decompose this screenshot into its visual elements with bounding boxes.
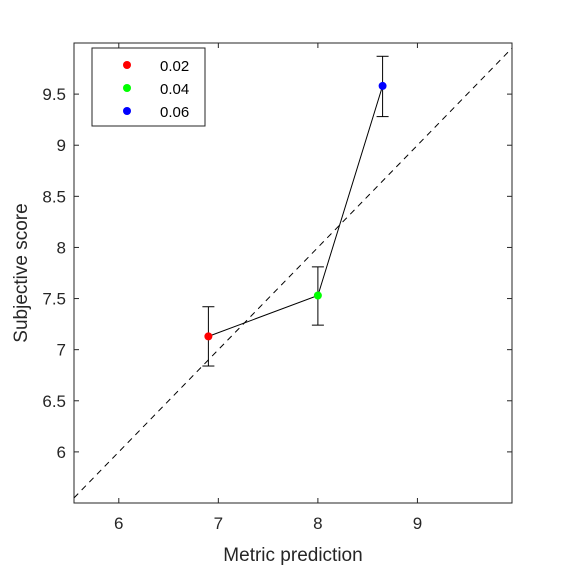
- legend-marker: [123, 107, 131, 115]
- x-tick-label: 7: [214, 514, 223, 533]
- y-tick-label: 8.5: [42, 187, 66, 206]
- y-tick-label: 8: [57, 238, 66, 257]
- y-axis-label: Subjective score: [11, 203, 32, 342]
- y-tick-label: 6.5: [42, 392, 66, 411]
- data-point-0-04: [313, 291, 322, 300]
- plot-area: 6 7 8 9 6 6.5 7 7.5 8 8.5 9 9.5 0.02 0.04 0.06: [42, 42, 513, 533]
- axes-box: [73, 42, 513, 504]
- x-tick-label: 8: [313, 514, 322, 533]
- legend-marker: [123, 84, 131, 92]
- y-tick-label: 7: [57, 341, 66, 360]
- identity-reference-line: [73, 47, 513, 499]
- data-point-0-02: [204, 332, 213, 341]
- x-tick-label: 6: [114, 514, 123, 533]
- legend-entry-label: 0.02: [160, 58, 189, 75]
- legend-entry-label: 0.04: [160, 81, 189, 98]
- legend-entry-label: 0.06: [160, 104, 189, 121]
- x-axis-label: Metric prediction: [223, 545, 362, 566]
- y-tick-label: 9.5: [42, 85, 66, 104]
- legend: 0.02 0.04 0.06: [91, 47, 206, 127]
- y-tick-label: 6: [57, 443, 66, 462]
- x-tick-label: 9: [413, 514, 422, 533]
- data-point-0-06: [378, 81, 387, 90]
- y-tick-label: 9: [57, 136, 66, 155]
- y-tick-label: 7.5: [42, 290, 66, 309]
- legend-marker: [123, 61, 131, 69]
- legend-box: [91, 47, 206, 127]
